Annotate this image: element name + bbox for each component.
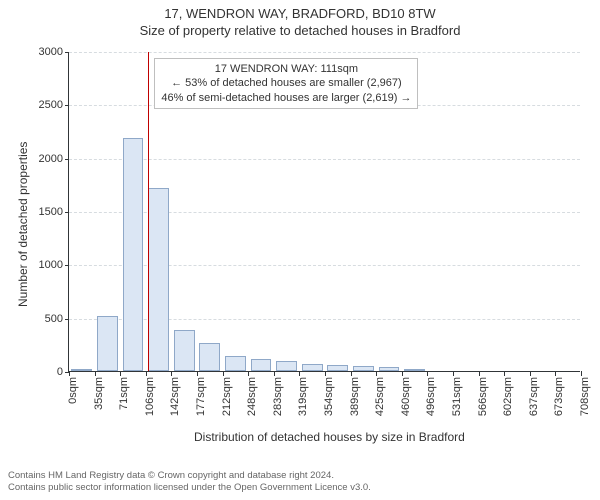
y-tick: 1000 bbox=[39, 259, 69, 271]
x-tick: 531sqm bbox=[451, 371, 463, 416]
x-tick: 460sqm bbox=[400, 371, 412, 416]
x-tick: 708sqm bbox=[579, 371, 591, 416]
x-tick: 212sqm bbox=[221, 371, 233, 416]
x-tick: 106sqm bbox=[144, 371, 156, 416]
x-tick: 673sqm bbox=[553, 371, 565, 416]
x-tick: 0sqm bbox=[67, 371, 79, 404]
histogram-bar bbox=[199, 343, 220, 371]
histogram-bar bbox=[276, 361, 297, 371]
x-tick: 71sqm bbox=[118, 371, 130, 410]
chart-title-address: 17, WENDRON WAY, BRADFORD, BD10 8TW bbox=[0, 0, 600, 21]
y-tick: 2000 bbox=[39, 153, 69, 165]
x-tick: 389sqm bbox=[349, 371, 361, 416]
annotation-line: 17 WENDRON WAY: 111sqm bbox=[161, 62, 411, 76]
x-tick: 35sqm bbox=[93, 371, 105, 410]
x-tick: 602sqm bbox=[502, 371, 514, 416]
x-tick: 142sqm bbox=[169, 371, 181, 416]
annotation-line: ← 53% of detached houses are smaller (2,… bbox=[161, 76, 411, 90]
chart-container: 17, WENDRON WAY, BRADFORD, BD10 8TW Size… bbox=[0, 0, 600, 500]
y-tick: 3000 bbox=[39, 46, 69, 58]
gridline bbox=[69, 52, 580, 53]
x-tick: 354sqm bbox=[323, 371, 335, 416]
x-axis-label: Distribution of detached houses by size … bbox=[194, 430, 465, 444]
x-tick: 566sqm bbox=[477, 371, 489, 416]
y-axis-label: Number of detached properties bbox=[16, 142, 30, 307]
y-tick: 500 bbox=[45, 313, 69, 325]
x-tick: 319sqm bbox=[297, 371, 309, 416]
plot-area: 0500100015002000250030000sqm35sqm71sqm10… bbox=[68, 52, 580, 372]
histogram-bar bbox=[174, 330, 195, 371]
histogram-bar bbox=[97, 316, 118, 371]
x-tick: 283sqm bbox=[272, 371, 284, 416]
histogram-bar bbox=[148, 188, 169, 371]
attribution-text: Contains HM Land Registry data © Crown c… bbox=[8, 470, 371, 494]
x-tick: 248sqm bbox=[246, 371, 258, 416]
x-tick: 425sqm bbox=[374, 371, 386, 416]
attribution-line-1: Contains HM Land Registry data © Crown c… bbox=[8, 470, 371, 482]
histogram-bar bbox=[123, 138, 144, 371]
annotation-box: 17 WENDRON WAY: 111sqm← 53% of detached … bbox=[154, 58, 418, 109]
annotation-line: 46% of semi-detached houses are larger (… bbox=[161, 91, 411, 105]
gridline bbox=[69, 265, 580, 266]
chart-title-sub: Size of property relative to detached ho… bbox=[0, 21, 600, 38]
x-tick: 637sqm bbox=[528, 371, 540, 416]
gridline bbox=[69, 319, 580, 320]
gridline bbox=[69, 159, 580, 160]
x-tick: 177sqm bbox=[195, 371, 207, 416]
histogram-bar bbox=[251, 359, 272, 371]
histogram-bar bbox=[225, 356, 246, 371]
gridline bbox=[69, 212, 580, 213]
marker-line bbox=[148, 52, 149, 371]
y-tick: 2500 bbox=[39, 99, 69, 111]
y-tick: 1500 bbox=[39, 206, 69, 218]
x-tick: 496sqm bbox=[425, 371, 437, 416]
attribution-line-2: Contains public sector information licen… bbox=[8, 482, 371, 494]
histogram-bar bbox=[302, 364, 323, 371]
